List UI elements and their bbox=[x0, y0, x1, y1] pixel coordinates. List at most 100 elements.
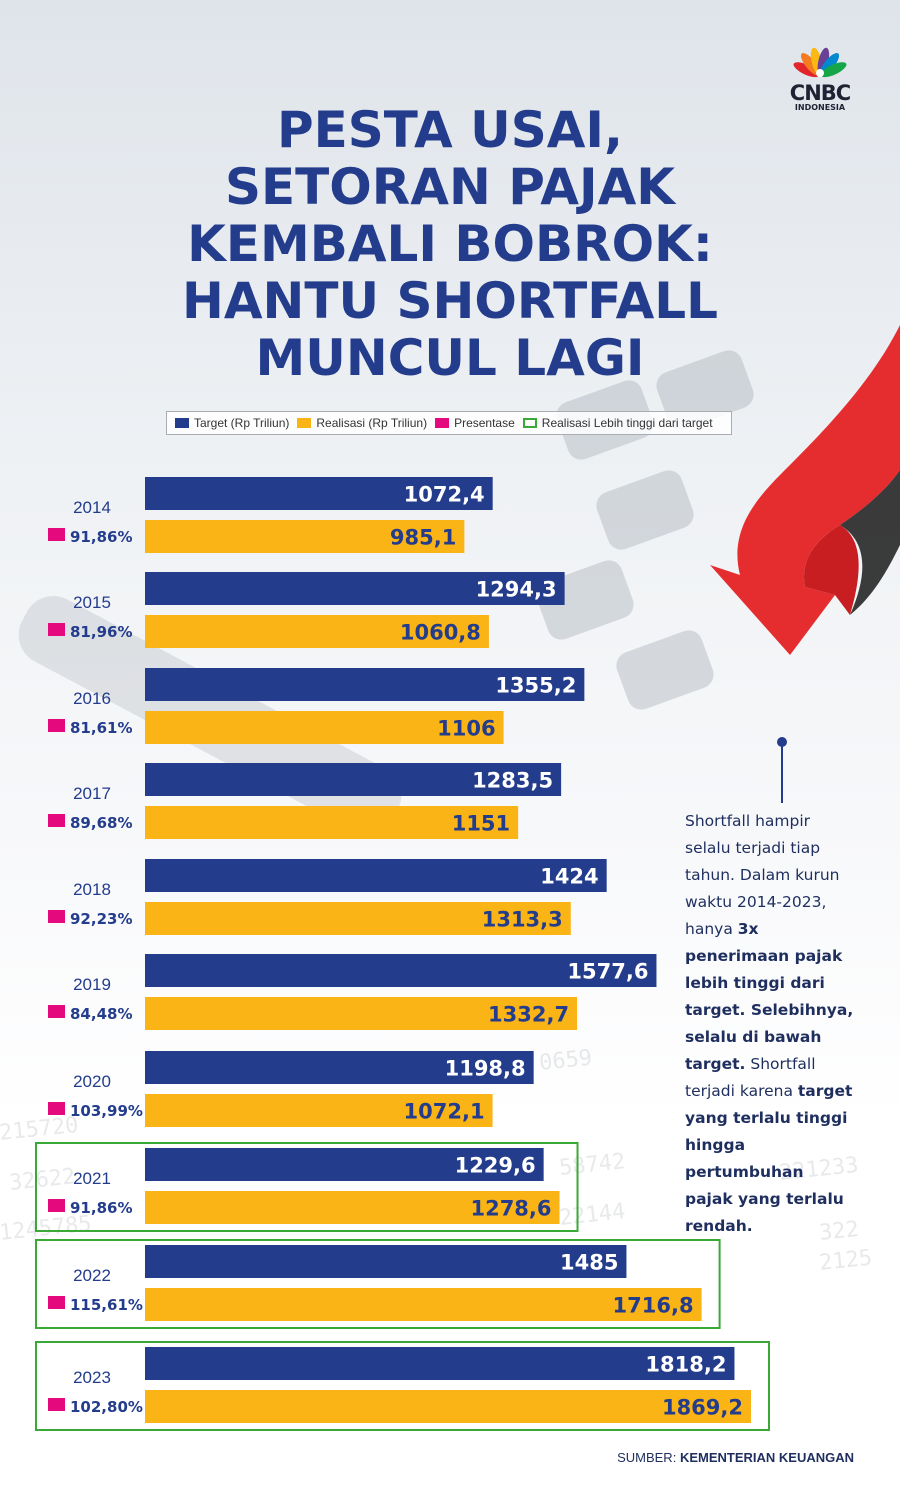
target-value-label: 1424 bbox=[540, 865, 598, 889]
presentase-label: 102,80% bbox=[70, 1398, 143, 1416]
highlight-box bbox=[35, 1239, 721, 1329]
realisasi-bar bbox=[145, 1094, 493, 1127]
year-label: 2023 bbox=[73, 1368, 111, 1387]
annotation-part: Shortfall terjadi karena bbox=[685, 1055, 816, 1100]
year-label: 2020 bbox=[73, 1072, 111, 1091]
source-prefix: SUMBER: bbox=[617, 1450, 677, 1465]
target-bar bbox=[145, 954, 657, 987]
legend-item-realisasi: Realisasi (Rp Triliun) bbox=[297, 416, 427, 430]
target-bar bbox=[145, 1347, 735, 1380]
presentase-marker bbox=[48, 1199, 65, 1212]
legend-label: Presentase bbox=[454, 416, 515, 430]
presentase-label: 91,86% bbox=[70, 1199, 132, 1217]
realisasi-value-label: 1060,8 bbox=[400, 621, 481, 645]
presentase-marker bbox=[48, 1398, 65, 1411]
presentase-marker bbox=[48, 528, 65, 541]
page-title: PESTA USAI, SETORAN PAJAK KEMBALI BOBROK… bbox=[80, 102, 820, 387]
presentase-marker bbox=[48, 623, 65, 636]
year-label: 2022 bbox=[73, 1266, 111, 1285]
presentase-label: 89,68% bbox=[70, 814, 132, 832]
year-label: 2015 bbox=[73, 593, 111, 612]
realisasi-bar bbox=[145, 806, 519, 839]
legend-item-target: Target (Rp Triliun) bbox=[175, 416, 289, 430]
legend-item-highlight: Realisasi Lebih tinggi dari target bbox=[522, 416, 713, 430]
target-bar bbox=[145, 763, 562, 796]
legend-label: Target (Rp Triliun) bbox=[194, 416, 290, 430]
target-value-label: 1485 bbox=[560, 1251, 618, 1275]
target-bar bbox=[145, 572, 565, 605]
year-label: 2019 bbox=[73, 975, 111, 994]
presentase-marker bbox=[48, 814, 65, 827]
realisasi-value-label: 1332,7 bbox=[488, 1003, 569, 1027]
presentase-marker bbox=[48, 719, 65, 732]
realisasi-bar bbox=[145, 997, 578, 1030]
realisasi-value-label: 1151 bbox=[452, 812, 510, 836]
down-arrow-icon bbox=[710, 325, 900, 655]
realisasi-value-label: 1072,1 bbox=[404, 1100, 485, 1124]
year-label: 2014 bbox=[73, 498, 111, 517]
presentase-label: 84,48% bbox=[70, 1005, 132, 1023]
target-value-label: 1229,6 bbox=[455, 1154, 536, 1178]
realisasi-value-label: 985,1 bbox=[390, 526, 456, 550]
annotation-text: Shortfall hampir selalu terjadi tiap tah… bbox=[685, 808, 855, 1240]
legend-swatch bbox=[522, 418, 537, 428]
realisasi-value-label: 1278,6 bbox=[470, 1197, 551, 1221]
target-bar bbox=[145, 1245, 627, 1278]
legend-swatch bbox=[175, 418, 189, 428]
year-label: 2021 bbox=[73, 1169, 111, 1188]
target-bar bbox=[145, 668, 585, 701]
presentase-label: 81,96% bbox=[70, 623, 132, 641]
realisasi-value-label: 1106 bbox=[437, 717, 495, 741]
annotation-part-bold: 3x penerimaan pajak lebih tinggi dari ta… bbox=[685, 920, 854, 1073]
target-value-label: 1283,5 bbox=[472, 769, 553, 793]
target-bar bbox=[145, 859, 607, 892]
target-value-label: 1294,3 bbox=[476, 578, 557, 602]
title-line: PESTA USAI, bbox=[276, 101, 624, 159]
legend-label: Realisasi Lebih tinggi dari target bbox=[541, 416, 713, 430]
presentase-marker bbox=[48, 1296, 65, 1309]
annotation-part: Shortfall hampir selalu terjadi tiap tah… bbox=[685, 812, 840, 938]
realisasi-value-label: 1869,2 bbox=[662, 1396, 743, 1420]
presentase-marker bbox=[48, 1102, 65, 1115]
legend-swatch bbox=[297, 418, 312, 428]
legend-label: Realisasi (Rp Triliun) bbox=[316, 416, 428, 430]
source-name: KEMENTERIAN KEUANGAN bbox=[679, 1450, 854, 1465]
realisasi-bar bbox=[145, 1390, 751, 1423]
presentase-label: 103,99% bbox=[70, 1102, 143, 1120]
presentase-label: 92,23% bbox=[70, 910, 132, 928]
year-label: 2017 bbox=[73, 784, 111, 803]
presentase-label: 115,61% bbox=[70, 1296, 143, 1314]
title-line: HANTU SHORTFALL bbox=[181, 272, 719, 330]
chart-legend: Target (Rp Triliun) Realisasi (Rp Triliu… bbox=[166, 411, 732, 435]
annotation-pointer bbox=[777, 737, 787, 803]
presentase-marker bbox=[48, 1005, 65, 1018]
realisasi-value-label: 1313,3 bbox=[482, 908, 563, 932]
legend-item-presentase: Presentase bbox=[435, 416, 515, 430]
realisasi-bar bbox=[145, 1288, 702, 1321]
logo-text: CNBC bbox=[789, 81, 851, 105]
legend-swatch bbox=[435, 418, 450, 428]
peacock-icon bbox=[793, 47, 847, 78]
presentase-label: 91,86% bbox=[70, 528, 132, 546]
annotation-part-bold: target yang terlalu tinggi hingga pertum… bbox=[685, 1082, 853, 1235]
highlight-box bbox=[35, 1341, 770, 1431]
target-bar bbox=[145, 1148, 544, 1181]
presentase-marker bbox=[48, 910, 65, 923]
target-value-label: 1577,6 bbox=[567, 960, 648, 984]
presentase-label: 81,61% bbox=[70, 719, 132, 737]
logo-subtext: INDONESIA bbox=[794, 103, 846, 112]
target-value-label: 1818,2 bbox=[645, 1353, 726, 1377]
year-label: 2016 bbox=[73, 689, 111, 708]
cnbc-indonesia-logo: CNBC INDONESIA bbox=[780, 44, 860, 114]
target-value-label: 1355,2 bbox=[495, 674, 576, 698]
title-line: SETORAN PAJAK bbox=[224, 158, 676, 216]
realisasi-bar bbox=[145, 902, 571, 935]
title-line: MUNCUL LAGI bbox=[255, 329, 645, 387]
realisasi-value-label: 1716,8 bbox=[613, 1294, 694, 1318]
target-value-label: 1198,8 bbox=[445, 1057, 526, 1081]
target-bar bbox=[145, 477, 493, 510]
title-line: KEMBALI BOBROK: bbox=[187, 215, 713, 273]
year-label: 2018 bbox=[73, 880, 111, 899]
target-bar bbox=[145, 1051, 534, 1084]
